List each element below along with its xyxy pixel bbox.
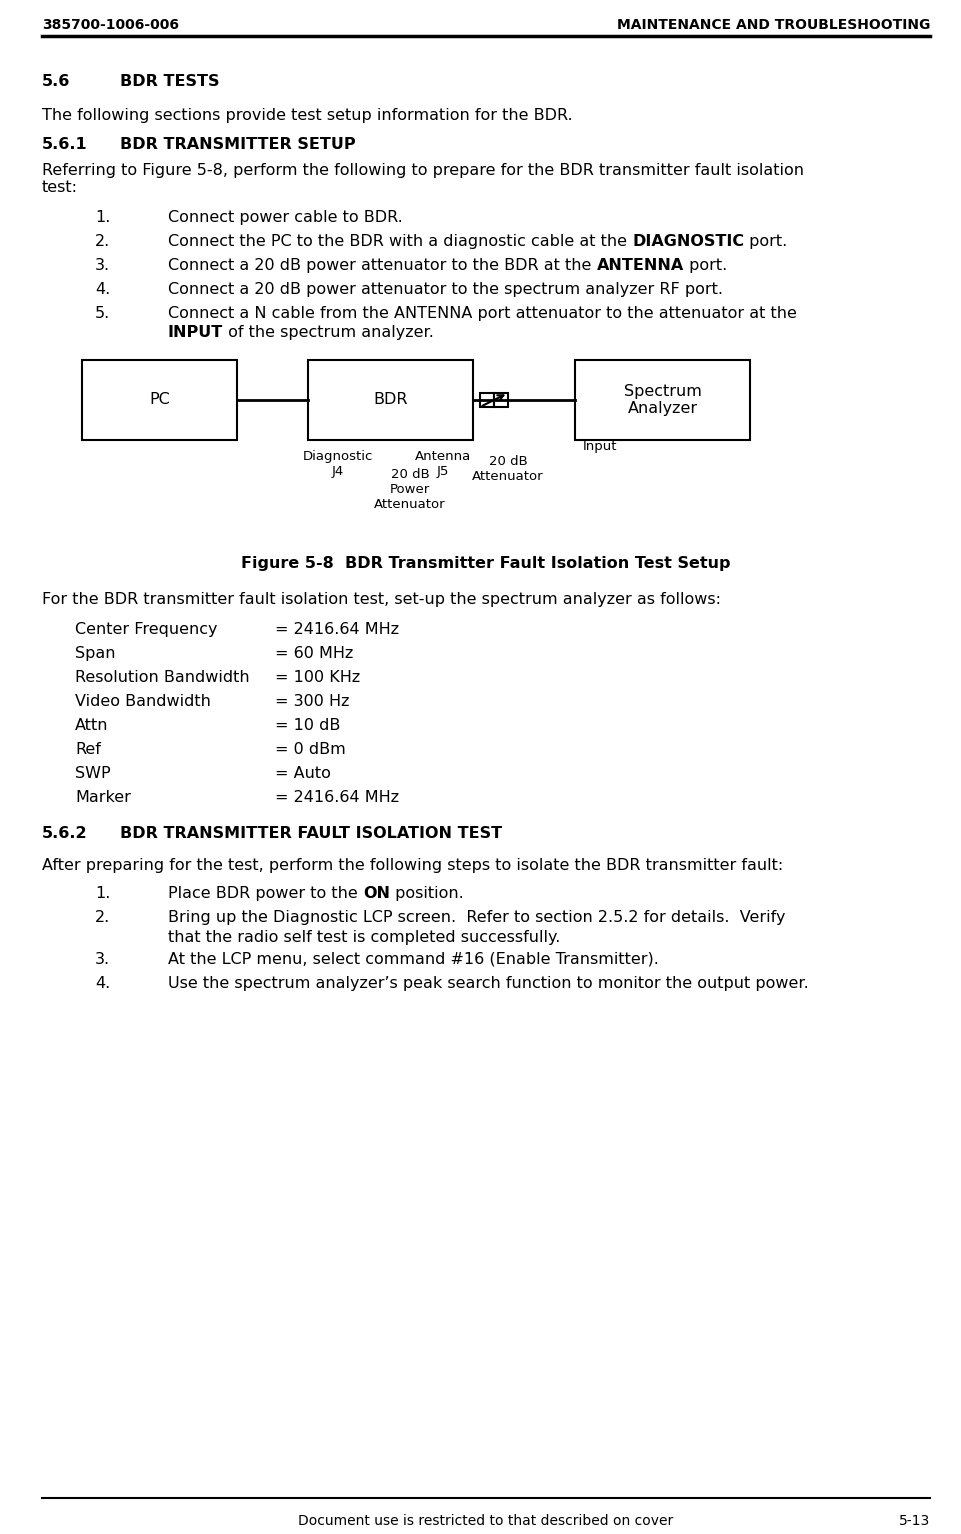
Text: After preparing for the test, perform the following steps to isolate the BDR tra: After preparing for the test, perform th… [42, 858, 782, 873]
Text: 385700-1006-006: 385700-1006-006 [42, 18, 179, 32]
Text: 4.: 4. [95, 282, 111, 298]
Text: = 2416.64 MHz: = 2416.64 MHz [275, 621, 399, 637]
Text: 5.: 5. [95, 305, 111, 321]
Text: of the spectrum analyzer.: of the spectrum analyzer. [223, 325, 433, 341]
Text: 5.6: 5.6 [42, 74, 70, 89]
Text: Marker: Marker [75, 790, 131, 805]
Text: Referring to Figure 5-8, perform the following to prepare for the BDR transmitte: Referring to Figure 5-8, perform the fol… [42, 163, 803, 178]
Text: 4.: 4. [95, 976, 111, 991]
Text: 5-13: 5-13 [898, 1514, 929, 1528]
Text: Span: Span [75, 646, 115, 661]
Text: = 300 Hz: = 300 Hz [275, 693, 349, 709]
Text: port.: port. [744, 235, 787, 249]
Text: Input: Input [582, 440, 617, 453]
Text: BDR TRANSMITTER SETUP: BDR TRANSMITTER SETUP [120, 137, 356, 152]
Text: The following sections provide test setup information for the BDR.: The following sections provide test setu… [42, 107, 572, 123]
Text: Bring up the Diagnostic LCP screen.  Refer to section 2.5.2 for details.  Verify: Bring up the Diagnostic LCP screen. Refe… [168, 910, 785, 925]
Text: 5.6.2: 5.6.2 [42, 825, 87, 841]
Text: BDR TRANSMITTER FAULT ISOLATION TEST: BDR TRANSMITTER FAULT ISOLATION TEST [120, 825, 502, 841]
Text: = 0 dBm: = 0 dBm [275, 742, 345, 756]
Text: Connect the PC to the BDR with a diagnostic cable at the: Connect the PC to the BDR with a diagnos… [168, 235, 631, 249]
Text: = Auto: = Auto [275, 765, 331, 781]
Text: Antenna
J5: Antenna J5 [414, 449, 471, 479]
Bar [575, 360, 750, 440]
Text: PC: PC [149, 393, 170, 408]
Text: Spectrum
Analyzer: Spectrum Analyzer [623, 384, 701, 416]
Text: Figure 5-8  BDR Transmitter Fault Isolation Test Setup: Figure 5-8 BDR Transmitter Fault Isolati… [241, 555, 730, 571]
Text: = 2416.64 MHz: = 2416.64 MHz [275, 790, 399, 805]
Text: Place BDR power to the: Place BDR power to the [168, 887, 362, 900]
Text: MAINTENANCE AND TROUBLESHOOTING: MAINTENANCE AND TROUBLESHOOTING [616, 18, 929, 32]
Text: Document use is restricted to that described on cover: Document use is restricted to that descr… [298, 1514, 673, 1528]
Bar [494, 393, 507, 407]
Text: ANTENNA: ANTENNA [596, 258, 683, 273]
Bar [82, 360, 236, 440]
Text: = 100 KHz: = 100 KHz [275, 670, 359, 686]
Text: Connect a N cable from the ANTENNA port attenuator to the attenuator at the: Connect a N cable from the ANTENNA port … [168, 305, 796, 321]
Text: Use the spectrum analyzer’s peak search function to monitor the output power.: Use the spectrum analyzer’s peak search … [168, 976, 808, 991]
Text: BDR: BDR [373, 393, 407, 408]
Text: 1.: 1. [95, 210, 111, 225]
Text: BDR TESTS: BDR TESTS [120, 74, 219, 89]
Text: 5.6.1: 5.6.1 [42, 137, 87, 152]
Text: Ref: Ref [75, 742, 101, 756]
Text: ON: ON [362, 887, 389, 900]
Text: Attn: Attn [75, 718, 109, 733]
Text: 1.: 1. [95, 887, 111, 900]
Text: 20 dB
Attenuator: 20 dB Attenuator [472, 456, 543, 483]
Text: 20 dB
Power
Attenuator: 20 dB Power Attenuator [374, 468, 445, 511]
Text: = 10 dB: = 10 dB [275, 718, 340, 733]
Text: DIAGNOSTIC: DIAGNOSTIC [631, 235, 744, 249]
Text: position.: position. [389, 887, 463, 900]
Bar [308, 360, 473, 440]
Text: = 60 MHz: = 60 MHz [275, 646, 353, 661]
Text: Diagnostic
J4: Diagnostic J4 [303, 449, 373, 479]
Text: test:: test: [42, 179, 78, 195]
Text: that the radio self test is completed successfully.: that the radio self test is completed su… [168, 930, 560, 945]
Text: Resolution Bandwidth: Resolution Bandwidth [75, 670, 249, 686]
Text: 2.: 2. [95, 235, 111, 249]
Text: Connect power cable to BDR.: Connect power cable to BDR. [168, 210, 403, 225]
Text: port.: port. [683, 258, 727, 273]
Text: 3.: 3. [95, 953, 110, 966]
Text: For the BDR transmitter fault isolation test, set-up the spectrum analyzer as fo: For the BDR transmitter fault isolation … [42, 592, 720, 607]
Text: INPUT: INPUT [168, 325, 223, 341]
Text: SWP: SWP [75, 765, 111, 781]
Text: 3.: 3. [95, 258, 110, 273]
Text: Connect a 20 dB power attenuator to the BDR at the: Connect a 20 dB power attenuator to the … [168, 258, 596, 273]
Text: 2.: 2. [95, 910, 111, 925]
Text: Connect a 20 dB power attenuator to the spectrum analyzer RF port.: Connect a 20 dB power attenuator to the … [168, 282, 723, 298]
Text: Video Bandwidth: Video Bandwidth [75, 693, 210, 709]
Text: Center Frequency: Center Frequency [75, 621, 217, 637]
Text: At the LCP menu, select command #16 (Enable Transmitter).: At the LCP menu, select command #16 (Ena… [168, 953, 658, 966]
Bar [480, 393, 494, 407]
